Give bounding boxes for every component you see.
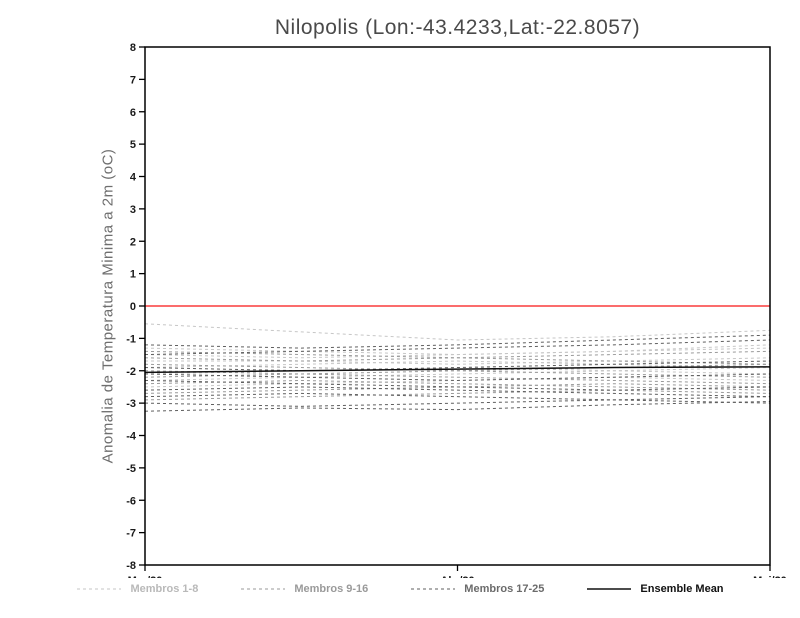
member-line-group-1: [144, 323, 771, 341]
member-line-group-3: [144, 379, 771, 391]
y-tick-label: -5: [126, 463, 136, 475]
legend-item-membros-1-8: Membros 1-8: [76, 583, 198, 595]
x-tick-label: Abr/20: [440, 575, 474, 578]
y-tick-label: 2: [130, 236, 136, 248]
legend-line-swatch: [241, 588, 286, 590]
y-tick-label: 8: [130, 42, 136, 54]
y-tick-label: -4: [126, 431, 137, 443]
member-line-group-3: [144, 339, 771, 356]
y-tick-label: -1: [126, 333, 136, 345]
y-tick-label: -2: [126, 366, 136, 378]
member-line-group-3: [144, 386, 771, 398]
y-tick-label: 0: [130, 301, 136, 313]
y-tick-label: 3: [130, 204, 136, 216]
legend: Membros 1-8 Membros 9-16 Membros 17-25 E…: [0, 583, 800, 595]
y-tick-label: 5: [130, 139, 136, 151]
legend-line-swatch: [77, 588, 122, 590]
member-line-group-1: [145, 357, 771, 365]
legend-label: Membros 1-8: [130, 583, 199, 595]
member-line-group-1: [144, 344, 771, 359]
member-line-group-2: [144, 370, 771, 378]
member-line-group-1: [144, 376, 771, 388]
member-line-group-3: [144, 334, 771, 349]
legend-label: Membros 9-16: [294, 583, 369, 595]
y-tick-label: -6: [126, 495, 136, 507]
member-line-group-1: [144, 347, 771, 356]
plot-area: -8 -7 -6 -5 -4 -3 -2 -1 0 1 2 3 4 5 6 7 8 Mar/20 Abr/20 Mai…: [126, 42, 787, 587]
legend-line-swatch: [411, 588, 456, 590]
member-line-group-2: [144, 389, 771, 401]
member-line-group-1: [144, 367, 771, 381]
y-tick-label: 6: [130, 107, 136, 119]
member-line-group-1: [144, 360, 771, 369]
member-line-group-2: [144, 383, 771, 394]
member-line-group-2: [144, 379, 771, 391]
ensemble-mean-line: [144, 366, 771, 374]
y-tick-label: -7: [126, 528, 136, 540]
legend-item-membros-17-25: Membros 17-25: [410, 583, 544, 595]
y-axis-label: Anomalia de Temperatura Minima a 2m (oC): [99, 148, 117, 464]
y-tick-label: 4: [130, 172, 137, 184]
legend-label: Ensemble Mean: [640, 583, 724, 595]
legend-item-ensemble-mean: Ensemble Mean: [586, 583, 724, 595]
x-tick-label: Mar/20: [128, 575, 163, 578]
chart-title: Nilopolis (Lon:-43.4233,Lat:-22.8057): [274, 16, 641, 39]
x-tick-label: Mai/20: [753, 575, 787, 578]
y-tick-label: 7: [130, 74, 136, 86]
member-line-group-2: [144, 373, 771, 385]
legend-line-swatch: [587, 588, 632, 590]
member-line-group-3: [144, 401, 771, 412]
legend-item-membros-9-16: Membros 9-16: [240, 583, 368, 595]
member-line-group-3: [144, 360, 771, 372]
member-line-group-3: [144, 373, 771, 381]
legend-label: Membros 17-25: [464, 583, 545, 595]
y-tick-label: 1: [130, 269, 136, 281]
y-tick-label: -8: [126, 560, 136, 572]
member-line-group-2: [144, 350, 771, 362]
member-line-group-3: [144, 392, 771, 404]
member-line-group-3: [144, 396, 771, 407]
y-tick-label: -3: [126, 398, 136, 410]
